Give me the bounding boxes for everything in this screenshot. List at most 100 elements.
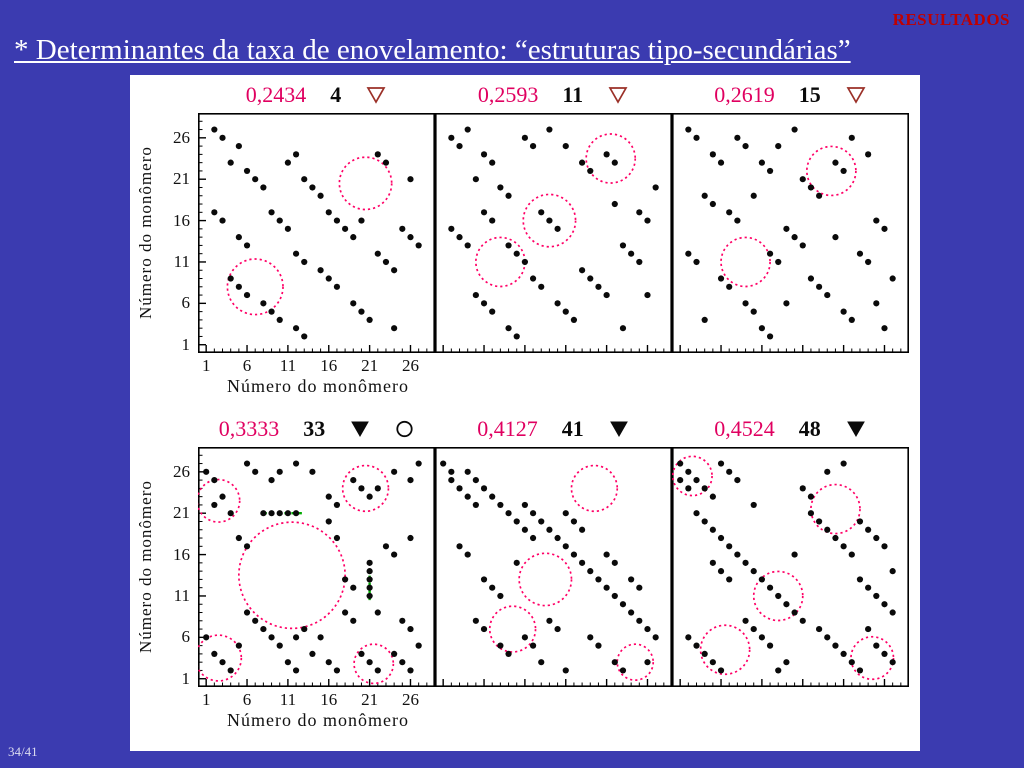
data-point — [529, 143, 537, 150]
highlight-circle — [238, 521, 346, 630]
data-point — [464, 242, 471, 249]
data-point — [693, 510, 700, 517]
data-point — [243, 291, 251, 299]
data-point — [489, 584, 496, 591]
data-point — [579, 559, 586, 566]
data-point — [211, 650, 218, 657]
data-point — [766, 333, 774, 340]
data-point — [546, 526, 553, 533]
data-point — [497, 642, 504, 649]
y-tick-label: 21 — [173, 503, 190, 523]
data-point — [742, 559, 749, 566]
data-point — [677, 460, 684, 467]
data-point — [791, 126, 798, 133]
highlight-circle — [488, 605, 537, 653]
data-point — [685, 126, 692, 133]
data-point — [301, 176, 308, 183]
data-point — [268, 510, 275, 517]
data-point — [243, 609, 251, 616]
data-point — [726, 576, 733, 583]
data-point — [333, 667, 341, 674]
data-point — [873, 534, 880, 542]
data-point — [480, 576, 488, 583]
data-point — [350, 234, 357, 241]
data-point — [268, 308, 275, 315]
data-point — [407, 234, 414, 241]
data-point — [366, 568, 373, 575]
data-point — [415, 242, 422, 249]
y-tick-label: 26 — [173, 461, 190, 481]
data-point — [848, 316, 855, 323]
y-tick-label: 1 — [181, 334, 191, 354]
page-number: 34/41 — [8, 744, 38, 759]
data-point — [693, 642, 700, 649]
data-point — [252, 617, 259, 624]
y-axis-ticks: 1 6 11 16 21 26 — [164, 113, 192, 354]
data-point — [538, 283, 545, 290]
y-axis-label: Número do monômero — [136, 480, 155, 654]
data-point — [301, 258, 308, 266]
data-point — [758, 159, 765, 166]
data-point — [440, 460, 447, 467]
data-point — [243, 167, 251, 175]
data-point — [374, 609, 381, 616]
data-point — [513, 333, 520, 340]
data-point — [227, 667, 234, 674]
data-point — [489, 159, 496, 166]
data-point — [382, 159, 390, 166]
data-point — [873, 592, 880, 600]
data-point — [538, 659, 545, 666]
data-point — [717, 460, 725, 467]
data-point — [628, 576, 635, 583]
y-tick-label: 21 — [173, 169, 190, 189]
data-point — [358, 308, 365, 315]
data-point — [685, 485, 692, 492]
chart-top: 0,2434 4 0,2593 11 0,2619 15 Número do monôme… — [130, 79, 920, 411]
data-point — [415, 642, 422, 649]
highlight-circle — [522, 193, 577, 248]
data-point — [848, 659, 855, 666]
data-point — [742, 300, 749, 307]
data-point — [219, 134, 226, 141]
data-point — [407, 534, 414, 542]
data-point — [865, 151, 872, 158]
data-point — [840, 460, 847, 467]
highlight-circle — [810, 483, 861, 535]
x-tick-label: 21 — [361, 356, 379, 375]
data-point — [791, 551, 798, 558]
data-point — [448, 134, 455, 141]
data-point — [480, 151, 488, 158]
data-point — [856, 667, 864, 674]
data-point — [628, 250, 635, 257]
data-point — [480, 485, 488, 492]
data-point — [309, 184, 316, 191]
x-tick-label: 1 — [201, 690, 211, 709]
data-point — [342, 225, 349, 232]
data-point — [292, 667, 300, 674]
results-corner-label: RESULTADOS — [892, 10, 1010, 29]
data-point — [456, 234, 463, 241]
data-point — [456, 143, 463, 150]
data-point — [211, 126, 218, 133]
data-point — [448, 468, 455, 475]
data-point — [824, 468, 831, 475]
data-point — [489, 217, 496, 224]
data-point — [529, 534, 537, 542]
data-point — [521, 134, 528, 141]
data-point — [807, 510, 815, 517]
data-point — [611, 559, 618, 566]
structure-count: 33 — [303, 416, 326, 441]
data-point — [366, 493, 373, 500]
data-point — [816, 192, 823, 199]
data-point — [325, 493, 332, 500]
data-point — [342, 609, 349, 616]
data-point — [325, 518, 332, 525]
data-point — [758, 576, 765, 583]
data-point — [464, 126, 471, 133]
data-point — [644, 625, 651, 633]
data-point — [358, 217, 365, 224]
data-point — [350, 584, 357, 591]
data-point — [243, 460, 251, 467]
data-point — [758, 634, 765, 641]
data-point — [701, 485, 708, 492]
